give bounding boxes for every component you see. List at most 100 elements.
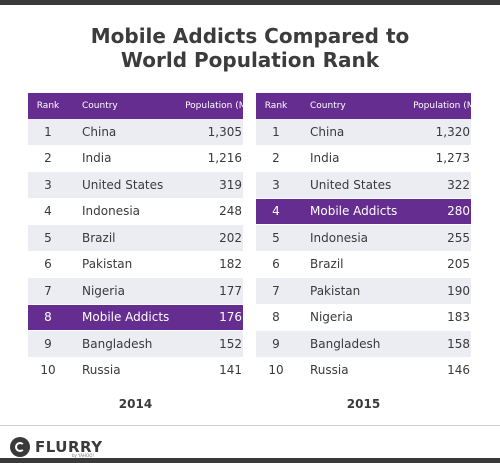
country-cell: United States: [310, 177, 392, 192]
country-cell: India: [82, 151, 112, 166]
rank-cell: 8: [272, 310, 280, 325]
rank-cell: 7: [44, 283, 52, 298]
table-row: 6 Pakistan 182: [28, 251, 243, 278]
country-cell: Pakistan: [310, 283, 361, 298]
year-label-2014: 2014: [118, 397, 153, 411]
country-cell: China: [82, 124, 117, 139]
rank-cell: 6: [44, 257, 52, 272]
table-row-highlight: 4 Mobile Addicts 280: [256, 198, 471, 225]
population-cell: 1,273: [435, 151, 470, 166]
population-cell: 183: [447, 310, 470, 325]
rank-cell: 3: [272, 177, 280, 192]
header-rank: Rank: [36, 101, 60, 111]
flurry-logo: FLURRY by YAHOO!: [10, 436, 103, 458]
country-cell: United States: [82, 177, 164, 192]
table-row: 9 Bangladesh 158: [256, 331, 471, 358]
population-cell: 141: [219, 363, 242, 378]
rank-cell: 2: [44, 151, 52, 166]
population-cell: 182: [219, 257, 242, 272]
country-cell: Nigeria: [82, 283, 125, 298]
rank-cell: 4: [44, 204, 52, 219]
country-cell: Brazil: [82, 230, 116, 245]
rank-cell: 10: [40, 363, 56, 378]
table-body: 1 China 1,305 2 India 1,216 3 United States 319 4…: [28, 119, 243, 384]
rank-cell: 5: [44, 230, 52, 245]
population-cell: 319: [219, 177, 242, 192]
top-bar: [0, 0, 500, 5]
table-2015: Rank Country Population (M) 1 China 1,320 2…: [256, 93, 478, 384]
rank-cell: 8: [44, 310, 52, 325]
table-row: 3 United States 322: [256, 172, 471, 199]
population-cell: 1,305: [207, 124, 242, 139]
rank-cell: 9: [272, 336, 280, 351]
table-row: 1 China 1,320: [256, 119, 471, 146]
table-header: Rank Country Population (M): [256, 93, 478, 119]
population-cell: 322: [447, 177, 470, 192]
table-row: 2 India 1,216: [28, 145, 243, 172]
population-cell: 248: [219, 204, 242, 219]
table-row: 2 India 1,273: [256, 145, 471, 172]
table-row: 3 United States 319: [28, 172, 243, 199]
table-2014: Rank Country Population (M) 1 China 1,305 2…: [28, 93, 250, 384]
population-cell: 205: [447, 257, 470, 272]
table-row: 5 Indonesia 255: [256, 225, 471, 252]
rank-cell: 2: [272, 151, 280, 166]
country-cell: Indonesia: [310, 230, 369, 245]
country-cell: Mobile Addicts: [82, 310, 170, 325]
rank-cell: 5: [272, 230, 280, 245]
table-row: 4 Indonesia 248: [28, 198, 243, 225]
rank-cell: 1: [272, 124, 280, 139]
country-cell: India: [310, 151, 340, 166]
population-cell: 176: [219, 310, 242, 325]
year-label-2015: 2015: [346, 397, 381, 411]
population-cell: 202: [219, 230, 242, 245]
table-row-highlight: 8 Mobile Addicts 176: [28, 304, 243, 331]
population-cell: 1,320: [435, 124, 470, 139]
table-row: 5 Brazil 202: [28, 225, 243, 252]
country-cell: Russia: [310, 363, 349, 378]
rank-cell: 6: [272, 257, 280, 272]
country-cell: Indonesia: [82, 204, 141, 219]
population-cell: 158: [447, 336, 470, 351]
table-row: 10 Russia 146: [256, 357, 471, 384]
footer-divider: [0, 425, 500, 426]
population-cell: 177: [219, 283, 242, 298]
header-country: Country: [310, 101, 346, 111]
population-cell: 146: [447, 363, 470, 378]
population-cell: 255: [447, 230, 470, 245]
flurry-logo-icon: [10, 437, 30, 457]
rank-cell: 9: [44, 336, 52, 351]
country-cell: Brazil: [310, 257, 344, 272]
table-row: 10 Russia 141: [28, 357, 243, 384]
country-cell: Pakistan: [82, 257, 133, 272]
country-cell: Bangladesh: [82, 336, 153, 351]
page-title: Mobile Addicts Compared to World Populat…: [0, 24, 500, 72]
header-country: Country: [82, 101, 118, 111]
header-rank: Rank: [264, 101, 288, 111]
rank-cell: 1: [44, 124, 52, 139]
table-row: 1 China 1,305: [28, 119, 243, 146]
country-cell: China: [310, 124, 345, 139]
table-body: 1 China 1,320 2 India 1,273 3 United States 322 4…: [256, 119, 471, 384]
table-row: 6 Brazil 205: [256, 251, 471, 278]
country-cell: Russia: [82, 363, 121, 378]
rank-cell: 4: [272, 204, 280, 219]
title-line-2: World Population Rank: [120, 48, 380, 72]
brand-name: FLURRY: [35, 438, 103, 456]
table-header: Rank Country Population (M): [28, 93, 250, 119]
rank-cell: 10: [268, 363, 284, 378]
population-cell: 152: [219, 336, 242, 351]
population-cell: 1,216: [207, 151, 242, 166]
title-line-1: Mobile Addicts Compared to: [90, 24, 410, 48]
header-population: Population (M): [185, 101, 250, 111]
country-cell: Bangladesh: [310, 336, 381, 351]
brand-sub: by YAHOO!: [72, 453, 94, 458]
table-row: 7 Nigeria 177: [28, 278, 243, 305]
rank-cell: 3: [44, 177, 52, 192]
rank-cell: 7: [272, 283, 280, 298]
table-row: 9 Bangladesh 152: [28, 331, 243, 358]
country-cell: Nigeria: [310, 310, 353, 325]
population-cell: 280: [447, 204, 470, 219]
header-population: Population (M): [413, 101, 478, 111]
table-row: 7 Pakistan 190: [256, 278, 471, 305]
